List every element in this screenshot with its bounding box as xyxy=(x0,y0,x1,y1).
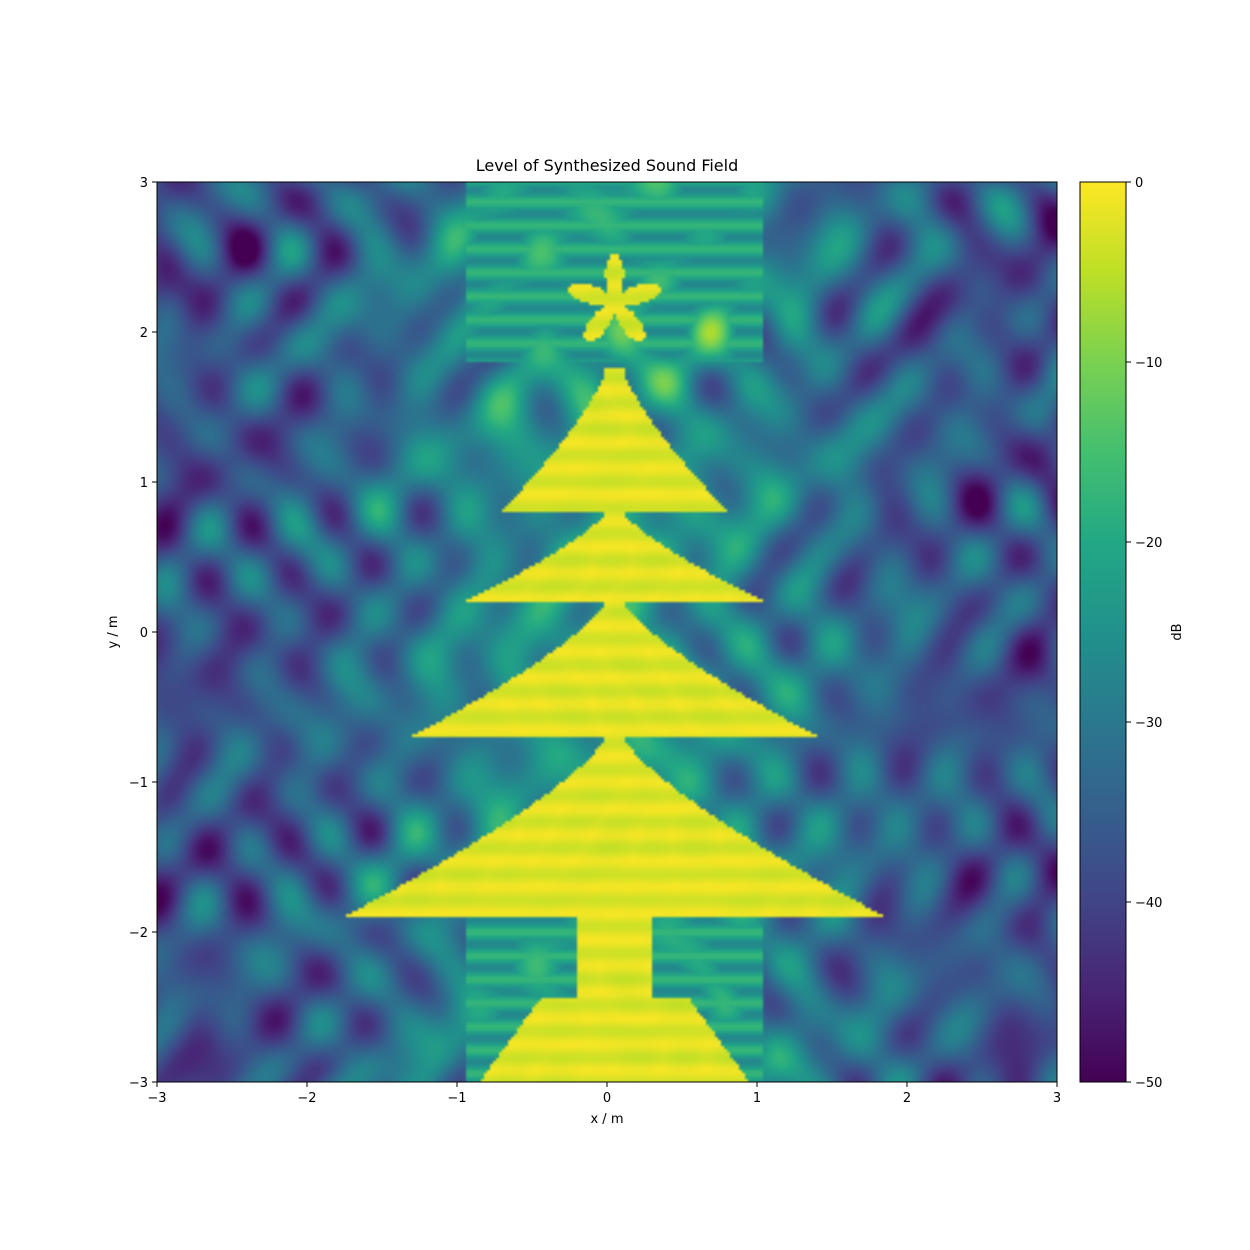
colorbar-tick-label: −50 xyxy=(1135,1076,1162,1091)
colorbar-tick-label: −20 xyxy=(1135,536,1162,551)
colorbar-label: dB xyxy=(1170,623,1185,640)
y-tick-label: 1 xyxy=(140,476,148,491)
y-tick-label: 0 xyxy=(140,626,148,641)
y-tick-label: −3 xyxy=(129,1076,148,1091)
heatmap-image xyxy=(157,182,1057,1082)
y-axis-label: y / m xyxy=(106,615,121,648)
colorbar-tick-label: −30 xyxy=(1135,716,1162,731)
x-axis: −3 −2 −1 0 1 2 3 xyxy=(147,1082,1061,1106)
x-axis-label: x / m xyxy=(590,1112,623,1127)
y-tick-label: 2 xyxy=(140,326,148,341)
x-tick-label: 0 xyxy=(603,1091,611,1106)
y-axis: −3 −2 −1 0 1 2 3 xyxy=(129,176,157,1091)
y-tick-label: 3 xyxy=(140,176,148,191)
colorbar-tick-label: −40 xyxy=(1135,896,1162,911)
colorbar-tick-label: −10 xyxy=(1135,356,1162,371)
heatmap-area xyxy=(157,182,1057,1082)
colorbar-axis: 0 −10 −20 −30 −40 −50 xyxy=(1126,176,1162,1091)
x-tick-label: 1 xyxy=(753,1091,761,1106)
x-tick-label: 2 xyxy=(903,1091,911,1106)
chart-title: Level of Synthesized Sound Field xyxy=(476,156,739,175)
x-tick-label: 3 xyxy=(1053,1091,1061,1106)
x-tick-label: −3 xyxy=(147,1091,166,1106)
x-tick-label: −2 xyxy=(297,1091,316,1106)
y-tick-label: −1 xyxy=(129,776,148,791)
x-tick-label: −1 xyxy=(447,1091,466,1106)
y-tick-label: −2 xyxy=(129,926,148,941)
colorbar xyxy=(1079,181,1127,1083)
colorbar-tick-label: 0 xyxy=(1135,176,1143,191)
